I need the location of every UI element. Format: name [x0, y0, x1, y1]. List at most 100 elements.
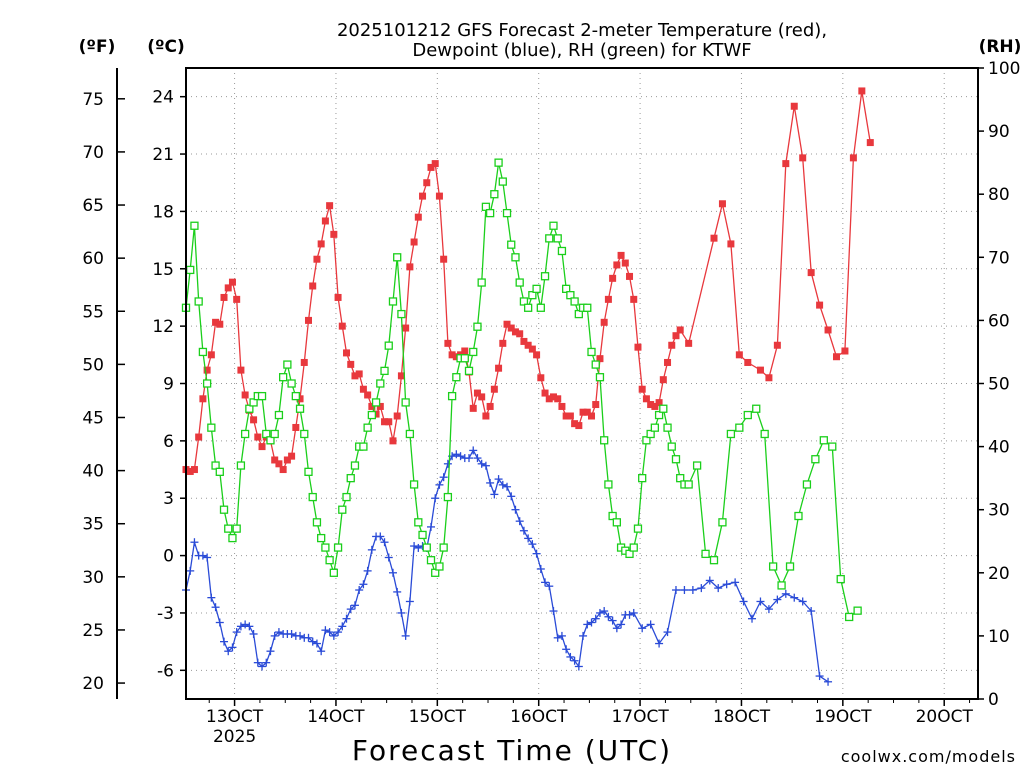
data-point: [612, 624, 621, 633]
data-point: [232, 524, 241, 533]
data-point: [490, 490, 499, 499]
data-point: [609, 274, 617, 282]
data-point: [672, 332, 680, 340]
data-point: [350, 601, 359, 610]
f-tick-label: 70: [82, 143, 104, 163]
data-point: [271, 456, 279, 464]
y-right-unit-label: (RH): [979, 37, 1022, 57]
data-point: [406, 263, 414, 271]
data-point: [321, 626, 330, 635]
data-point: [325, 556, 334, 565]
credit-label[interactable]: coolwx.com/models: [841, 747, 1016, 766]
data-point: [532, 549, 541, 558]
data-point: [477, 278, 486, 287]
data-point: [409, 480, 419, 489]
data-point: [228, 533, 237, 543]
data-point: [626, 272, 634, 280]
data-point: [431, 494, 440, 503]
data-point: [562, 645, 571, 654]
c-tick-label: -6: [157, 661, 174, 681]
data-point: [727, 240, 735, 248]
data-point: [473, 454, 482, 463]
data-point: [266, 647, 275, 656]
data-point: [257, 391, 267, 401]
f-tick-label: 40: [82, 462, 104, 482]
data-point: [249, 629, 258, 638]
data-point: [283, 360, 292, 369]
series-temperature: [182, 87, 874, 475]
series-line: [185, 90, 871, 473]
data-point: [295, 404, 305, 413]
data-point: [321, 543, 330, 552]
data-point: [207, 593, 216, 602]
series-line: [185, 162, 858, 619]
data-point: [388, 568, 397, 577]
data-point: [312, 639, 321, 648]
data-point: [735, 351, 743, 359]
data-point: [228, 643, 237, 652]
data-point: [591, 614, 600, 623]
data-point: [334, 628, 343, 637]
x-tick-label: 18OCT: [713, 707, 771, 727]
data-point: [819, 436, 828, 445]
data-point: [270, 429, 279, 439]
data-point: [304, 467, 313, 476]
data-point: [633, 524, 643, 533]
data-point: [654, 410, 664, 420]
axis-ticks: -6-3036912151821242025303540455055606570…: [82, 59, 1020, 747]
series-relative-humidity: [181, 158, 862, 622]
data-point: [258, 443, 266, 451]
data-point: [359, 385, 367, 393]
data-point: [283, 456, 291, 464]
data-point: [304, 633, 313, 642]
data-point: [477, 459, 486, 468]
grid-lines: [186, 68, 978, 699]
data-point: [541, 578, 550, 587]
data-point: [296, 631, 305, 640]
data-point: [439, 473, 448, 482]
data-point: [718, 200, 726, 208]
data-point: [393, 412, 401, 420]
data-point: [380, 366, 389, 376]
data-point: [410, 238, 418, 246]
data-point: [540, 272, 550, 281]
data-point: [233, 295, 241, 303]
data-point: [756, 366, 764, 374]
data-point: [748, 614, 757, 623]
data-point: [617, 620, 626, 629]
data-point: [478, 393, 486, 401]
data-point: [545, 395, 553, 403]
data-point: [630, 295, 638, 303]
data-point: [473, 322, 482, 331]
data-point: [190, 221, 199, 230]
data-point: [519, 526, 528, 535]
data-point: [553, 234, 562, 243]
f-tick-label: 25: [82, 621, 104, 641]
data-point: [426, 522, 435, 531]
data-point: [254, 433, 262, 441]
data-point: [638, 385, 646, 393]
data-point: [287, 379, 296, 388]
data-point: [317, 240, 325, 248]
data-point: [329, 568, 338, 577]
data-point: [381, 418, 389, 426]
data-point: [638, 624, 647, 633]
data-point: [274, 628, 283, 637]
data-point: [266, 436, 275, 445]
data-point: [494, 475, 503, 484]
data-point: [414, 213, 422, 221]
data-point: [288, 452, 296, 460]
data-point: [368, 402, 376, 410]
data-point: [773, 595, 782, 604]
data-point: [367, 545, 376, 554]
data-point: [524, 534, 533, 543]
data-point: [224, 647, 233, 656]
y-left-unit-label: (ºC): [147, 37, 185, 57]
data-point: [557, 246, 567, 256]
data-point: [667, 442, 676, 451]
data-point: [646, 429, 655, 439]
data-point: [553, 633, 562, 642]
data-point: [571, 420, 579, 428]
c-tick-label: 3: [163, 489, 174, 509]
data-point: [676, 473, 685, 483]
